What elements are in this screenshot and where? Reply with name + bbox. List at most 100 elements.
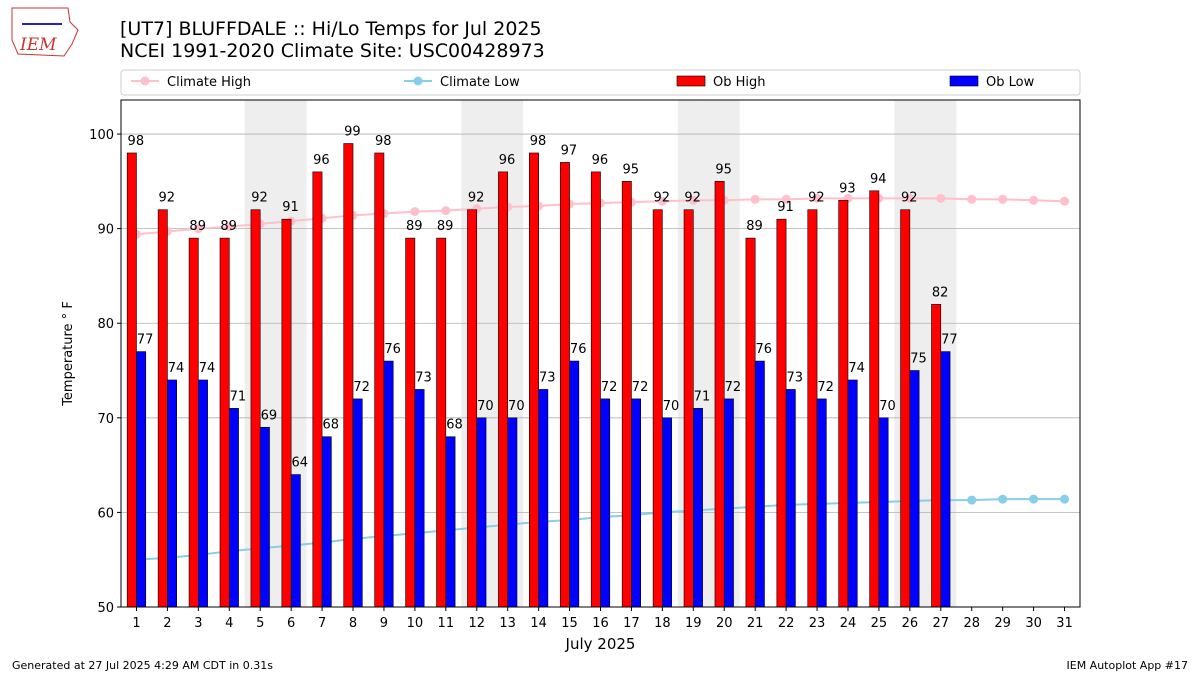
data-label: 77 xyxy=(137,333,154,348)
logo-text: IEM xyxy=(19,35,57,55)
data-label: 96 xyxy=(592,153,609,168)
data-label: 92 xyxy=(251,191,268,206)
bar xyxy=(559,162,570,608)
bar xyxy=(507,417,518,608)
data-label: 76 xyxy=(756,342,773,357)
bar xyxy=(838,199,849,608)
data-label: 89 xyxy=(437,219,454,234)
x-tick-label: 11 xyxy=(438,616,455,631)
bar xyxy=(281,218,292,608)
bar xyxy=(714,181,725,608)
point xyxy=(1029,195,1039,205)
bar xyxy=(600,398,611,608)
x-tick-label: 27 xyxy=(933,616,950,631)
bar xyxy=(569,360,580,608)
x-tick-label: 6 xyxy=(287,616,295,631)
x-tick-label: 2 xyxy=(163,616,171,631)
data-label: 91 xyxy=(282,200,299,215)
plot-frame xyxy=(120,99,1081,608)
data-label: 72 xyxy=(601,380,618,395)
data-label: 97 xyxy=(561,143,578,158)
logo: IEM xyxy=(11,7,79,57)
data-label: 93 xyxy=(839,181,856,196)
bar xyxy=(693,408,703,608)
legend-marker xyxy=(413,76,423,86)
point xyxy=(905,193,915,203)
bar xyxy=(228,408,239,608)
data-label: 74 xyxy=(199,361,216,376)
bar xyxy=(374,152,385,608)
bar xyxy=(467,209,478,608)
legend-label: Climate Low xyxy=(440,75,520,90)
point xyxy=(1060,196,1070,206)
bar xyxy=(621,181,632,608)
point xyxy=(750,194,760,204)
legend-swatch xyxy=(676,75,706,87)
bar xyxy=(250,209,261,608)
y-tick-label: 80 xyxy=(97,317,114,332)
x-tick-label: 31 xyxy=(1056,616,1073,631)
x-tick-label: 23 xyxy=(809,616,826,631)
x-tick-label: 16 xyxy=(592,616,609,631)
bar xyxy=(167,379,177,608)
data-label: 98 xyxy=(375,134,392,149)
data-label: 98 xyxy=(530,134,547,149)
data-label: 71 xyxy=(230,389,247,404)
data-label: 98 xyxy=(128,134,145,149)
point xyxy=(967,194,977,204)
bar xyxy=(136,351,147,608)
point xyxy=(936,193,946,203)
data-label: 70 xyxy=(477,399,494,414)
bar xyxy=(529,152,539,608)
bar xyxy=(352,398,363,608)
point xyxy=(441,206,451,216)
x-tick-label: 24 xyxy=(840,616,857,631)
x-tick-label: 3 xyxy=(194,616,202,631)
y-tick-label: 70 xyxy=(97,412,114,427)
x-tick-label: 14 xyxy=(530,616,547,631)
bar xyxy=(219,237,230,608)
bar xyxy=(126,152,137,608)
data-label: 72 xyxy=(632,380,649,395)
x-tick-label: 10 xyxy=(407,616,424,631)
data-label: 96 xyxy=(499,153,516,168)
bar xyxy=(157,209,168,608)
x-tick-label: 18 xyxy=(654,616,671,631)
x-tick-label: 9 xyxy=(380,616,388,631)
bar xyxy=(436,237,447,608)
bar xyxy=(683,209,694,608)
bar xyxy=(662,417,672,608)
data-label: 68 xyxy=(446,418,463,433)
data-label: 75 xyxy=(910,352,927,367)
data-label: 71 xyxy=(694,389,711,404)
x-tick-label: 15 xyxy=(561,616,578,631)
bar xyxy=(476,417,487,608)
data-label: 92 xyxy=(901,191,918,206)
bar xyxy=(321,436,332,608)
point xyxy=(998,194,1008,204)
bar xyxy=(909,370,920,608)
bar xyxy=(723,398,734,608)
data-label: 89 xyxy=(406,219,423,234)
data-label: 69 xyxy=(261,408,278,423)
data-label: 92 xyxy=(808,191,825,206)
legend-label: Ob High xyxy=(713,75,766,90)
data-label: 89 xyxy=(189,219,206,234)
footer-left: Generated at 27 Jul 2025 4:29 AM CDT in … xyxy=(12,659,273,672)
x-tick-label: 30 xyxy=(1025,616,1042,631)
point xyxy=(781,194,791,204)
data-label: 76 xyxy=(570,342,587,357)
data-label: 74 xyxy=(168,361,185,376)
chart-title: [UT7] BLUFFDALE :: Hi/Lo Temps for Jul 2… xyxy=(120,18,542,40)
data-label: 76 xyxy=(384,342,401,357)
data-label: 92 xyxy=(158,191,175,206)
data-label: 68 xyxy=(322,418,339,433)
data-label: 89 xyxy=(746,219,763,234)
point xyxy=(998,494,1008,504)
legend-marker xyxy=(140,76,150,86)
point xyxy=(1060,494,1070,504)
bar xyxy=(312,171,323,608)
data-label: 73 xyxy=(415,370,432,385)
x-tick-label: 21 xyxy=(747,616,764,631)
x-tick-label: 1 xyxy=(132,616,140,631)
